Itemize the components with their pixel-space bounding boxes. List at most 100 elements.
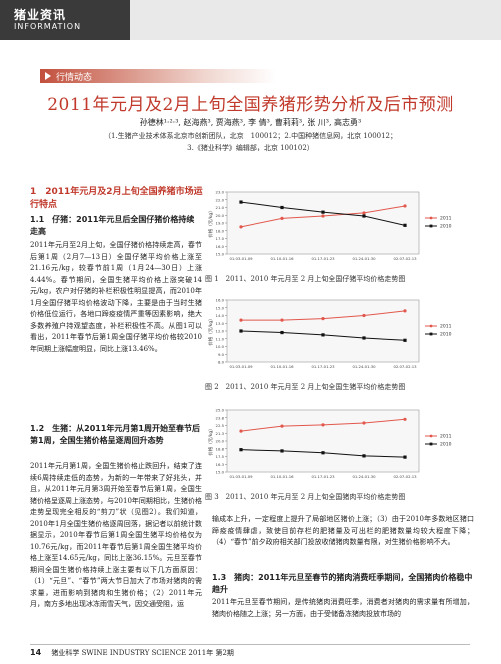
section-1-3-heading: 1.3 猪肉：2011年元旦至春节的猪肉消费旺季期间，全国猪肉价格稳中趋升 [212, 573, 473, 594]
legend-label-2010: 2010 [440, 332, 452, 338]
journal-name: 猪业科学 SWINE INDUSTRY SCIENCE 2011年 第2期 [51, 649, 234, 657]
y-tick-label: 9.0 [218, 352, 225, 357]
y-tick-label: 15.0 [216, 470, 225, 475]
y-tick-label: 21.0 [216, 205, 225, 210]
y-tick-label: 14.0 [216, 313, 225, 318]
right-column-body-1: 输成本上升，一定程度上提升了局部地区猪价上涨；（3）由于2010年多数地区猪口蹄… [212, 515, 474, 546]
chart-3: 15.0 16.3 17.5 18.8 20.0 21.3 22.5 23.8 25.0 价格（元… [205, 406, 465, 488]
x-tick-label: 01.24-01.30 [352, 256, 376, 261]
data-point-2010 [362, 336, 366, 340]
y-tick-label: 22.0 [216, 197, 225, 202]
section-tag-label: 行情动态 [56, 73, 93, 83]
data-point-2010 [403, 455, 407, 459]
plot-area [226, 191, 420, 255]
legend-marker-2010 [429, 224, 433, 228]
chart-1: 15.0 16.0 17.0 18.0 19.0 20.0 21.0 22.0 23.0 价格（元… [205, 188, 465, 270]
data-point-2011 [403, 417, 407, 421]
data-point-2011 [280, 318, 284, 322]
data-point-2011 [403, 309, 407, 313]
y-axis-label: 价格（元/kg） [207, 316, 214, 345]
data-point-2011 [280, 216, 284, 220]
data-point-2011 [239, 429, 243, 433]
triangle-icon [45, 72, 51, 80]
data-point-2010 [280, 205, 284, 210]
y-tick-label: 16.0 [216, 298, 225, 303]
y-axis-label: 价格（元/kg） [207, 426, 214, 455]
data-point-2011 [280, 424, 284, 428]
legend-label-2011: 2011 [440, 216, 452, 222]
data-point-2010 [362, 214, 366, 218]
y-tick-label: 11.0 [216, 336, 225, 341]
y-tick-label: 15.0 [216, 305, 225, 310]
chart-2: 8.0 9.0 10.0 11.0 12.0 13.0 14.0 15.0 16.0 价格（元/k… [205, 296, 465, 378]
data-point-2010 [280, 330, 284, 335]
x-tick-label: 02.07-02.13 [393, 256, 417, 261]
article-title: 2011年元月及2月上旬全国养猪形势分析及后市预测 [47, 95, 454, 115]
x-tick-label: 01.24-01.30 [352, 474, 376, 479]
figure-3-caption: 图 3 2011、2010 年元月至 2 月上旬全国猪肉平均价格走势图 [205, 493, 406, 501]
header-subtitle: INFORMATION [14, 22, 82, 31]
header-title: 猪业资讯 [14, 8, 67, 22]
affiliation-line-2: 3.《猪业科学》编辑部，北京 100102） [187, 144, 314, 152]
data-point-2011 [239, 225, 243, 229]
y-tick-label: 10.0 [216, 344, 225, 349]
y-tick-label: 16.0 [216, 244, 225, 249]
data-point-2011 [362, 211, 366, 215]
plot-area [226, 299, 420, 363]
y-tick-label: 13.0 [216, 321, 225, 326]
section-1-2-heading: 1.2 生猪：从2011年元月第1周开始至春节后第1周，全国生猪价格呈逐周回升态… [30, 424, 201, 445]
data-point-2010 [239, 448, 243, 452]
y-tick-label: 17.0 [216, 236, 225, 241]
y-tick-label: 19.0 [216, 221, 225, 226]
y-tick-label: 18.0 [216, 228, 225, 233]
data-point-2010 [362, 454, 366, 458]
page-footer: 14 猪业科学 SWINE INDUSTRY SCIENCE 2011年 第2期 [30, 644, 470, 658]
data-point-2010 [321, 210, 325, 214]
y-tick-label: 18.8 [216, 446, 225, 451]
x-tick-label: 01.03-01.09 [229, 364, 253, 369]
data-point-2010 [321, 451, 325, 455]
y-axis-label: 价格（元/kg） [207, 208, 214, 237]
header-block: 猪业资讯 INFORMATION [0, 0, 130, 40]
data-point-2010 [403, 223, 407, 227]
data-point-2011 [403, 204, 407, 208]
page-number: 14 [30, 648, 42, 657]
data-point-2010 [403, 338, 407, 342]
y-tick-label: 15.0 [216, 252, 225, 257]
legend-marker-2010 [429, 442, 433, 446]
legend-label-2010: 2010 [440, 442, 452, 448]
x-tick-label: 01.10-01.16 [270, 256, 294, 261]
data-point-2011 [321, 214, 325, 218]
page-header: 猪业资讯 INFORMATION [0, 0, 501, 40]
data-point-2011 [362, 421, 366, 425]
y-tick-label: 20.0 [216, 439, 225, 444]
data-point-2011 [321, 423, 325, 427]
x-tick-label: 02.07-02.13 [393, 474, 417, 479]
legend-label-2011: 2011 [440, 434, 452, 440]
y-tick-label: 17.5 [216, 454, 225, 459]
legend-marker-2011 [429, 434, 433, 438]
x-tick-label: 01.24-01.30 [352, 364, 376, 369]
legend-label-2011: 2011 [440, 324, 452, 330]
y-tick-label: 12.0 [216, 329, 225, 334]
section-tag: 行情动态 [40, 69, 276, 83]
y-tick-label: 22.5 [216, 423, 225, 428]
x-tick-label: 01.10-01.16 [270, 474, 294, 479]
section-1-1-heading: 1.1 仔猪：2011年元旦后全国仔猪价格持续走高 [30, 215, 195, 236]
section-1-2-body: 2011年元月第1周，全国生猪价格止跌回升，结束了连续6周持续走低的态势，为新的… [30, 462, 202, 608]
data-point-2010 [239, 329, 243, 333]
section-1-1-body: 2011年元月至2月上旬，全国仔猪价格持续走高，春节后第1周（2月7—13日）全… [30, 241, 202, 353]
y-tick-label: 25.0 [216, 408, 225, 413]
y-tick-label: 8.0 [218, 360, 225, 365]
figure-2-caption: 图 2 2011、2010 年元月至 2 月上旬全国生猪平均价格走势图 [205, 383, 406, 391]
authors: 孙德林¹·²·³, 赵海燕³, 贾海燕³, 李 倩³, 曹莉莉³, 张 川³, … [139, 118, 362, 127]
right-column-body-2: 2011年元旦至春节期间，是传统猪肉消费旺季，消费者对猪肉的需求量有所增加，猪肉… [212, 598, 474, 618]
legend-marker-2011 [429, 216, 433, 220]
data-point-2011 [362, 313, 366, 318]
y-tick-label: 23.8 [216, 415, 225, 420]
legend-label-2010: 2010 [440, 224, 452, 230]
x-tick-label: 01.17-01.23 [311, 474, 335, 479]
y-tick-label: 16.3 [216, 462, 225, 467]
x-tick-label: 01.03-01.09 [229, 256, 253, 261]
legend-marker-2011 [429, 324, 433, 328]
